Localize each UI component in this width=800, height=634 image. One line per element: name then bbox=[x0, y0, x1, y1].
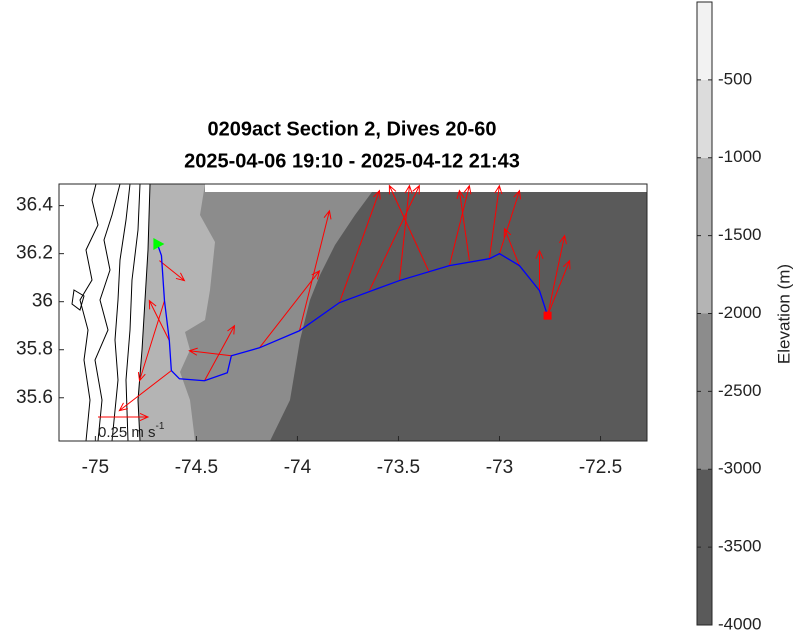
x-tick-label: -72.5 bbox=[579, 457, 622, 478]
scale-label: 0.25 m s-1 bbox=[98, 421, 165, 441]
colorbar-tick-label: -1000 bbox=[718, 147, 761, 166]
colorbar-tick-label: -3500 bbox=[718, 537, 761, 556]
map-background bbox=[205, 184, 647, 192]
x-tick-label: -74 bbox=[284, 457, 312, 478]
colorbar-tick-label: -2000 bbox=[718, 303, 761, 322]
contour-line bbox=[79, 183, 99, 442]
end-marker bbox=[543, 311, 552, 320]
colorbar-label: Elevation (m) bbox=[774, 264, 793, 364]
x-tick-label: -73.5 bbox=[377, 457, 420, 478]
colorbar-band bbox=[697, 157, 712, 314]
contour-line bbox=[111, 183, 131, 442]
scale-arrow bbox=[98, 412, 150, 422]
contour-line bbox=[125, 183, 141, 442]
colorbar-band bbox=[697, 469, 712, 625]
x-tick-label: -73 bbox=[486, 457, 513, 478]
current-arrow bbox=[547, 234, 567, 316]
colorbar-tick-label: -4000 bbox=[718, 614, 761, 633]
current-arrow bbox=[503, 227, 520, 266]
y-tick-label: 36.4 bbox=[16, 195, 53, 216]
current-arrow bbox=[159, 260, 186, 282]
contour-line bbox=[137, 183, 151, 442]
current-arrow bbox=[488, 184, 503, 259]
chart-subtitle: 2025-04-06 19:10 - 2025-04-12 21:43 bbox=[184, 150, 520, 172]
current-arrow bbox=[448, 184, 472, 266]
glider-track bbox=[156, 243, 549, 382]
x-tick-label: -74.5 bbox=[175, 457, 218, 478]
axes-box bbox=[58, 183, 648, 442]
colorbar-band bbox=[697, 313, 712, 470]
map-area bbox=[58, 183, 648, 442]
colorbar-tick-label: -500 bbox=[718, 69, 752, 88]
current-arrow bbox=[388, 184, 430, 273]
colorbar-tick-label: -2500 bbox=[718, 381, 761, 400]
current-arrow bbox=[148, 299, 170, 341]
y-tick-label: 35.6 bbox=[16, 387, 53, 408]
colorbar-tick-label: -3000 bbox=[718, 459, 761, 478]
scale-label-exponent: -1 bbox=[156, 421, 165, 432]
current-arrow bbox=[368, 184, 420, 291]
colorbar-band bbox=[697, 2, 712, 80]
current-arrow bbox=[398, 184, 413, 281]
scale-label-text: 0.25 m s bbox=[98, 424, 156, 441]
current-arrow bbox=[547, 259, 571, 316]
current-arrow bbox=[204, 324, 236, 381]
current-arrow bbox=[118, 370, 172, 412]
x-tick-label: -75 bbox=[82, 457, 109, 478]
contour-line bbox=[94, 183, 121, 442]
y-tick-label: 35.8 bbox=[16, 339, 53, 360]
y-tick-label: 36 bbox=[32, 291, 53, 312]
bathymetry-region bbox=[270, 192, 647, 441]
current-arrow bbox=[338, 189, 381, 303]
colorbar-band bbox=[697, 79, 712, 158]
start-marker bbox=[153, 238, 165, 251]
y-tick-label: 36.2 bbox=[16, 243, 53, 264]
current-arrow bbox=[188, 347, 232, 357]
current-arrow bbox=[535, 249, 544, 291]
chart-title: 0209act Section 2, Dives 20-60 bbox=[207, 118, 496, 140]
contour-line bbox=[71, 289, 85, 311]
current-arrow bbox=[499, 189, 522, 254]
current-arrow bbox=[259, 269, 321, 349]
current-arrow bbox=[137, 300, 165, 382]
current-arrow bbox=[456, 189, 470, 261]
colorbar-tick-label: -1500 bbox=[718, 225, 761, 244]
current-arrow bbox=[298, 209, 332, 331]
